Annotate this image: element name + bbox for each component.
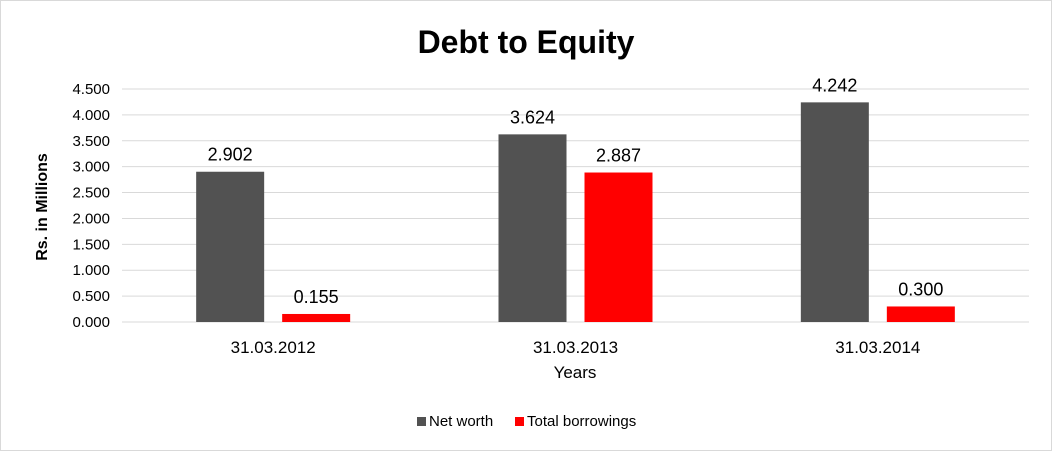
x-axis-ticks: 31.03.2012 31.03.2013 31.03.2014 bbox=[231, 338, 921, 357]
bars bbox=[196, 102, 955, 322]
y-axis-ticks: 0.000 0.500 1.000 1.500 2.000 2.500 3.000 3.500… bbox=[72, 81, 110, 331]
chart-title: Debt to Equity bbox=[418, 24, 635, 60]
y-tick-label: 0.000 bbox=[72, 314, 110, 331]
y-tick-label: 4.500 bbox=[72, 81, 110, 98]
y-tick-label: 3.000 bbox=[72, 159, 110, 176]
data-label: 2.902 bbox=[208, 145, 253, 165]
data-label: 4.242 bbox=[812, 75, 857, 95]
legend: Net worth Total borrowings bbox=[417, 413, 636, 430]
bar-total-borrowings bbox=[282, 313, 351, 322]
legend-swatch bbox=[417, 417, 426, 426]
bar-total-borrowings bbox=[886, 306, 955, 322]
y-tick-label: 1.000 bbox=[72, 262, 110, 279]
bar-net-worth bbox=[800, 102, 869, 322]
legend-label: Total borrowings bbox=[527, 413, 636, 430]
x-tick-label: 31.03.2014 bbox=[835, 338, 920, 357]
y-tick-label: 3.500 bbox=[72, 133, 110, 150]
data-label: 3.624 bbox=[510, 107, 555, 127]
y-tick-label: 1.500 bbox=[72, 236, 110, 253]
x-tick-label: 31.03.2013 bbox=[533, 338, 618, 357]
data-label: 0.155 bbox=[294, 287, 339, 307]
x-axis-title: Years bbox=[554, 363, 597, 382]
y-tick-label: 0.500 bbox=[72, 288, 110, 305]
y-tick-label: 2.000 bbox=[72, 210, 110, 227]
bar-net-worth bbox=[196, 171, 265, 322]
data-label: 0.300 bbox=[898, 279, 943, 299]
y-tick-label: 4.000 bbox=[72, 107, 110, 124]
data-labels: 2.902 0.155 3.624 2.887 4.242 0.300 bbox=[208, 75, 944, 307]
bar-net-worth bbox=[498, 134, 567, 322]
gridlines bbox=[122, 88, 1029, 323]
x-tick-label: 31.03.2012 bbox=[231, 338, 316, 357]
data-label: 2.887 bbox=[596, 146, 641, 166]
y-tick-label: 2.500 bbox=[72, 185, 110, 202]
legend-label: Net worth bbox=[429, 413, 493, 430]
legend-swatch bbox=[515, 417, 524, 426]
bar-total-borrowings bbox=[584, 172, 653, 322]
y-axis-title: Rs. in Millions bbox=[34, 153, 51, 261]
